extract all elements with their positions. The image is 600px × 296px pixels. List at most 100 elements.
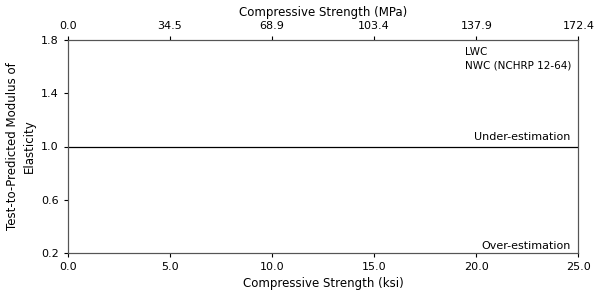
LWC xyxy=(131,112,140,117)
LWC xyxy=(250,167,259,172)
NWC (NCHRP 12-64) xyxy=(166,124,175,128)
LWC xyxy=(90,136,100,140)
LWC xyxy=(103,108,113,113)
NWC (NCHRP 12-64) xyxy=(223,114,232,119)
NWC (NCHRP 12-64) xyxy=(178,152,187,157)
LWC xyxy=(236,141,245,146)
NWC (NCHRP 12-64) xyxy=(158,170,167,175)
NWC (NCHRP 12-64) xyxy=(116,109,126,114)
NWC (NCHRP 12-64) xyxy=(99,66,109,70)
LWC xyxy=(125,117,135,122)
NWC (NCHRP 12-64) xyxy=(194,155,204,160)
LWC xyxy=(203,178,212,183)
LWC xyxy=(109,119,118,124)
NWC (NCHRP 12-64) xyxy=(149,85,158,90)
LWC xyxy=(116,150,126,155)
NWC (NCHRP 12-64) xyxy=(113,73,122,78)
LWC xyxy=(131,110,140,115)
NWC (NCHRP 12-64) xyxy=(294,145,304,149)
NWC (NCHRP 12-64) xyxy=(112,110,121,114)
LWC xyxy=(109,130,118,135)
NWC (NCHRP 12-64) xyxy=(143,130,152,135)
LWC xyxy=(155,123,165,127)
NWC (NCHRP 12-64) xyxy=(195,102,205,107)
NWC (NCHRP 12-64) xyxy=(278,126,287,131)
NWC (NCHRP 12-64) xyxy=(100,89,110,93)
NWC (NCHRP 12-64) xyxy=(158,103,168,107)
LWC xyxy=(164,105,174,110)
NWC (NCHRP 12-64) xyxy=(91,92,101,97)
NWC (NCHRP 12-64) xyxy=(167,131,177,136)
NWC (NCHRP 12-64) xyxy=(145,119,155,123)
NWC (NCHRP 12-64) xyxy=(146,116,155,121)
NWC (NCHRP 12-64) xyxy=(179,148,188,153)
NWC (NCHRP 12-64) xyxy=(133,123,143,128)
LWC xyxy=(85,126,95,130)
NWC (NCHRP 12-64) xyxy=(200,175,209,180)
NWC (NCHRP 12-64) xyxy=(190,139,200,144)
LWC xyxy=(169,98,178,103)
LWC xyxy=(117,109,127,113)
NWC (NCHRP 12-64) xyxy=(196,144,206,149)
LWC xyxy=(104,126,113,131)
LWC xyxy=(115,143,125,148)
NWC (NCHRP 12-64) xyxy=(115,137,124,142)
LWC xyxy=(118,124,127,129)
LWC xyxy=(102,115,112,119)
NWC (NCHRP 12-64) xyxy=(136,169,146,174)
NWC (NCHRP 12-64) xyxy=(122,95,131,100)
LWC xyxy=(204,174,214,179)
NWC (NCHRP 12-64) xyxy=(123,144,133,149)
NWC (NCHRP 12-64) xyxy=(217,126,226,131)
LWC xyxy=(100,162,109,167)
NWC (NCHRP 12-64) xyxy=(310,153,320,157)
LWC xyxy=(152,106,161,110)
NWC (NCHRP 12-64) xyxy=(98,164,107,169)
LWC xyxy=(278,154,287,158)
NWC (NCHRP 12-64) xyxy=(178,92,188,97)
NWC (NCHRP 12-64) xyxy=(169,126,178,131)
LWC xyxy=(98,102,108,106)
NWC (NCHRP 12-64) xyxy=(214,137,223,142)
LWC xyxy=(200,118,210,123)
NWC (NCHRP 12-64) xyxy=(229,161,238,166)
LWC xyxy=(131,90,140,95)
LWC xyxy=(196,143,205,147)
NWC (NCHRP 12-64) xyxy=(196,148,205,153)
Text: Over-estimation: Over-estimation xyxy=(481,241,570,251)
LWC xyxy=(140,115,150,120)
LWC xyxy=(107,109,116,113)
NWC (NCHRP 12-64) xyxy=(151,148,161,153)
LWC xyxy=(122,179,132,184)
LWC xyxy=(105,128,115,133)
LWC xyxy=(87,121,97,126)
NWC (NCHRP 12-64) xyxy=(100,156,110,160)
NWC (NCHRP 12-64) xyxy=(244,137,253,141)
NWC (NCHRP 12-64) xyxy=(132,135,142,139)
LWC xyxy=(167,172,176,177)
LWC xyxy=(134,132,143,136)
LWC xyxy=(118,101,128,105)
NWC (NCHRP 12-64) xyxy=(320,160,330,165)
NWC (NCHRP 12-64) xyxy=(116,120,125,125)
LWC xyxy=(125,146,135,151)
NWC (NCHRP 12-64) xyxy=(185,135,194,140)
NWC (NCHRP 12-64) xyxy=(115,147,125,152)
LWC xyxy=(97,128,107,133)
NWC (NCHRP 12-64) xyxy=(209,157,219,161)
LWC xyxy=(130,108,139,112)
NWC (NCHRP 12-64) xyxy=(173,146,183,151)
NWC (NCHRP 12-64) xyxy=(103,143,113,147)
NWC (NCHRP 12-64) xyxy=(141,139,151,144)
NWC (NCHRP 12-64) xyxy=(106,141,115,146)
LWC xyxy=(154,186,163,191)
LWC xyxy=(133,92,143,97)
LWC xyxy=(182,200,192,205)
NWC (NCHRP 12-64) xyxy=(132,129,142,134)
NWC (NCHRP 12-64) xyxy=(187,121,196,126)
LWC xyxy=(84,137,94,141)
NWC (NCHRP 12-64) xyxy=(140,147,150,152)
LWC xyxy=(154,141,163,145)
NWC (NCHRP 12-64) xyxy=(100,141,110,146)
LWC xyxy=(106,155,116,160)
